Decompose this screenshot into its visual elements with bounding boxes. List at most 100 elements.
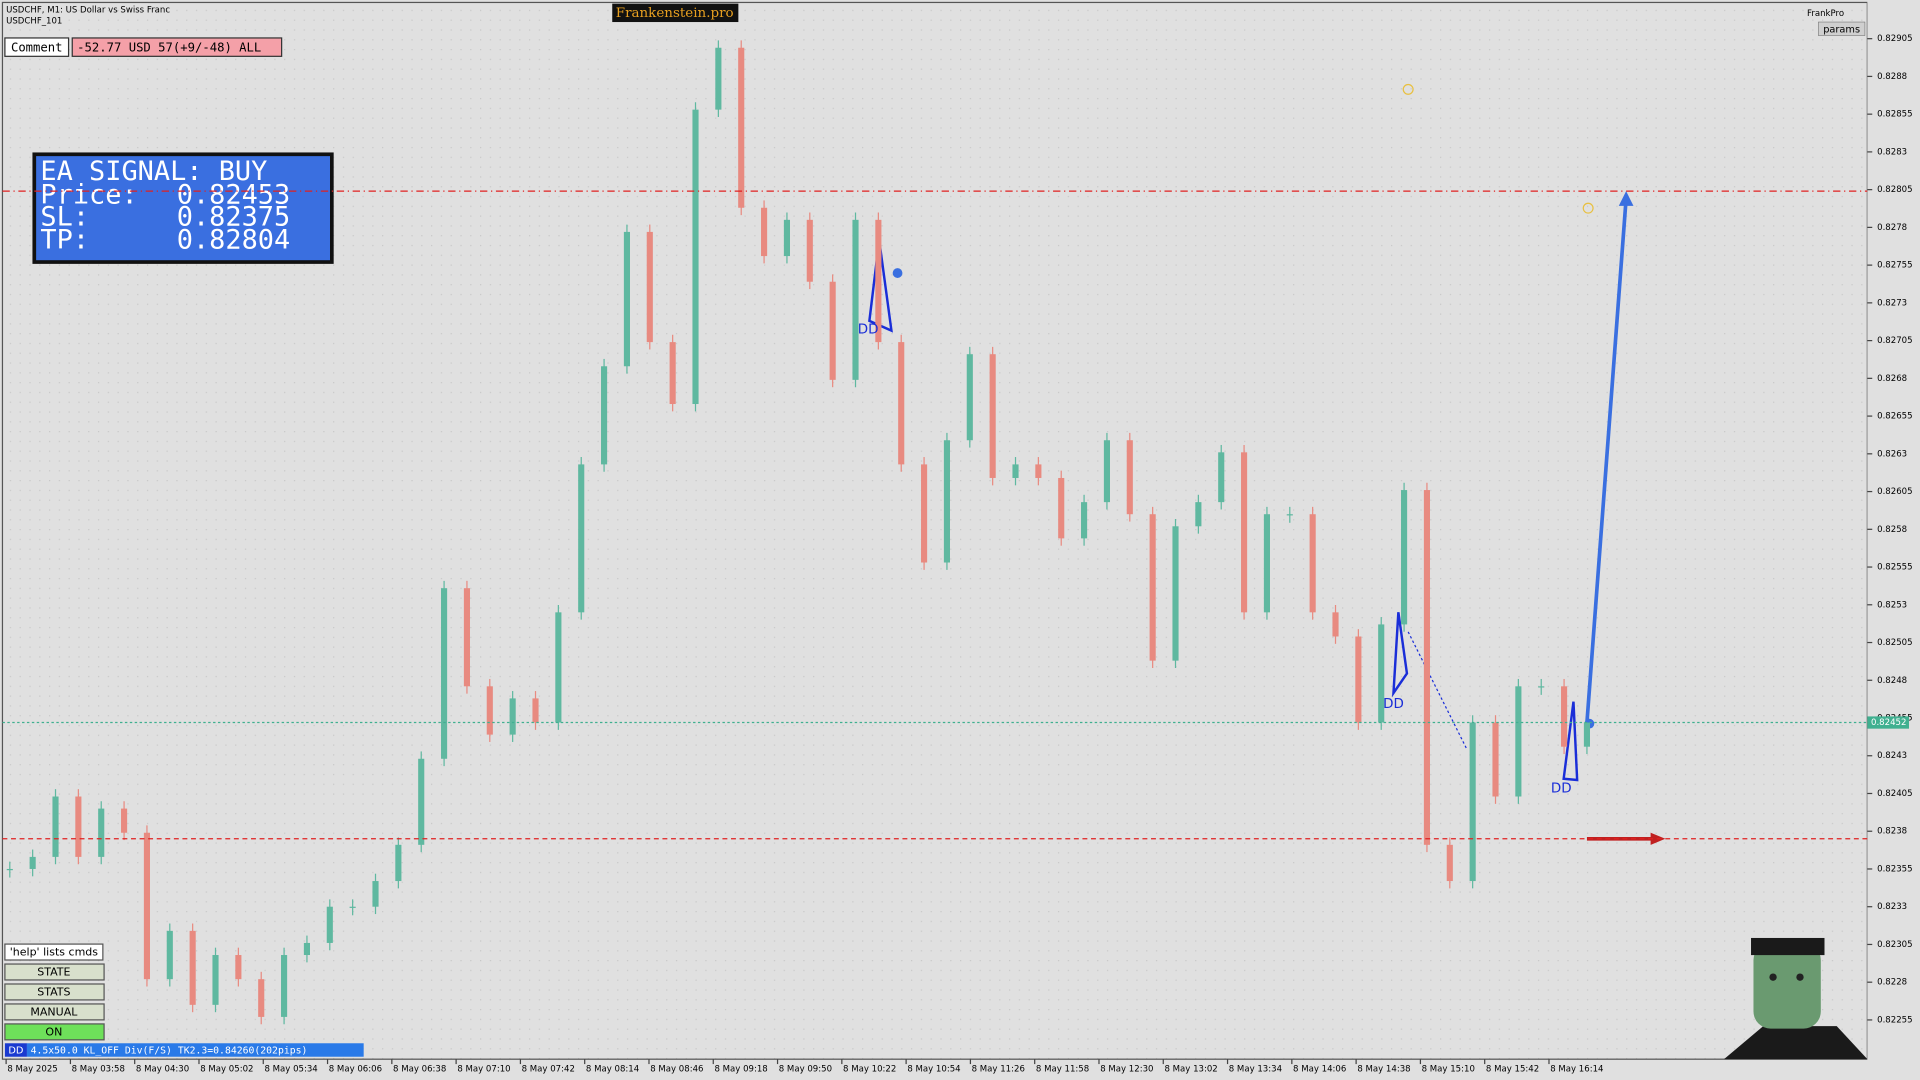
x-tick-label: 8 May 03:58 (72, 1064, 125, 1074)
y-tick-label: 0.8243 (1877, 751, 1907, 761)
comment-text: -52.77 USD 57(+9/-48) ALL (77, 40, 261, 54)
y-tick-label: 0.8273 (1877, 298, 1907, 308)
candle (1538, 686, 1545, 688)
y-tick-label: 0.8288 (1877, 72, 1907, 82)
y-tick-label: 0.82605 (1877, 487, 1912, 497)
pattern-label: DD (1551, 782, 1572, 797)
y-tick-label: 0.82255 (1877, 1015, 1912, 1025)
pattern (1391, 612, 1409, 698)
candle (121, 808, 128, 833)
candle (29, 856, 36, 869)
candle (555, 612, 562, 723)
x-tick-label: 8 May 09:18 (714, 1064, 767, 1074)
candle (1378, 624, 1385, 723)
candle (898, 342, 905, 465)
candle (806, 219, 813, 282)
candle (326, 906, 333, 943)
y-tick-label: 0.8258 (1877, 525, 1907, 535)
signal-box (32, 152, 334, 264)
signal-dot (892, 268, 903, 278)
mascot (1724, 937, 1868, 1060)
x-tick-label: 8 May 06:38 (393, 1064, 446, 1074)
y-tick-label: 0.82305 (1877, 940, 1912, 950)
candle (1218, 452, 1225, 503)
comment-label-box (4, 37, 70, 57)
signal-title: EA SIGNAL: BUY (40, 156, 267, 187)
x-tick-label: 8 May 06:06 (329, 1064, 382, 1074)
y-tick-label: 0.82555 (1877, 563, 1912, 573)
user: FrankPro (1807, 9, 1844, 19)
button-label: 'help' lists cmds (10, 946, 99, 959)
button[interactable] (4, 983, 105, 1001)
signal-sl-label: SL: (40, 201, 89, 232)
candle (1401, 490, 1408, 625)
candle (532, 698, 539, 723)
button-label: STATS (37, 986, 70, 999)
candle (1126, 440, 1133, 515)
candle (829, 281, 836, 380)
y-tick-label: 0.82805 (1877, 185, 1912, 195)
x-tick-label: 8 May 05:34 (264, 1064, 317, 1074)
y-tick-label: 0.82905 (1877, 34, 1912, 44)
x-tick-label: 8 May 15:42 (1486, 1064, 1539, 1074)
x-tick-label: 8 May 10:54 (907, 1064, 960, 1074)
candle (966, 354, 973, 441)
candle (1492, 722, 1499, 797)
marker (1582, 202, 1594, 214)
x-tick-label: 8 May 05:02 (200, 1064, 253, 1074)
y-tick-label: 0.8248 (1877, 676, 1907, 686)
candle (52, 796, 59, 857)
candle (235, 955, 242, 980)
x-tick-label: 8 May 12:30 (1100, 1064, 1153, 1074)
params-button[interactable] (1818, 21, 1866, 36)
comment-label: Comment (11, 40, 63, 54)
y-tick-label: 0.8268 (1877, 374, 1907, 384)
button[interactable] (4, 1003, 105, 1021)
candle (143, 832, 150, 980)
pattern (1562, 701, 1579, 782)
candle (75, 796, 82, 857)
bid-label: 0.82452 (1871, 718, 1906, 728)
button[interactable] (4, 963, 105, 981)
x-tick-label: 8 May 08:14 (586, 1064, 639, 1074)
candle (1423, 490, 1430, 845)
tp-arrow (1585, 198, 1628, 723)
comment-box (71, 37, 283, 57)
y-tick-label: 0.82355 (1877, 864, 1912, 874)
candle (1081, 502, 1088, 539)
brand-box (612, 3, 739, 23)
candle (98, 808, 105, 857)
candle (1515, 686, 1522, 797)
status-tag: DD (8, 1046, 23, 1057)
y-tick-label: 0.8228 (1877, 978, 1907, 988)
candle (1332, 612, 1339, 637)
status-tag-box (4, 1043, 27, 1057)
y-tick-label: 0.8263 (1877, 449, 1907, 459)
template: USDCHF_101 (6, 16, 62, 26)
y-tick-label: 0.82655 (1877, 412, 1912, 422)
button[interactable] (4, 943, 104, 961)
button-label: ON (45, 1025, 62, 1038)
symbol: USDCHF, M1: US Dollar vs Swiss Franc (6, 5, 170, 15)
y-tick-label: 0.82855 (1877, 110, 1912, 120)
candle (623, 231, 630, 367)
x-tick-label: 8 May 2025 (7, 1064, 57, 1074)
candle (395, 844, 402, 882)
x-tick-label: 8 May 16:14 (1550, 1064, 1603, 1074)
status-box (26, 1043, 364, 1057)
candle (943, 440, 950, 563)
button[interactable] (4, 1023, 105, 1041)
candle (738, 47, 745, 208)
candle (852, 219, 859, 380)
candle (1195, 502, 1202, 527)
x-tick-label: 8 May 11:26 (972, 1064, 1025, 1074)
candle (1561, 686, 1568, 747)
candle (715, 47, 722, 110)
candle (6, 868, 13, 871)
candle (441, 588, 448, 759)
candle (1035, 464, 1042, 478)
candle (1241, 452, 1248, 613)
candle (258, 979, 265, 1017)
x-tick-label: 8 May 14:38 (1357, 1064, 1410, 1074)
signal-price: 0.82453 (177, 179, 290, 210)
